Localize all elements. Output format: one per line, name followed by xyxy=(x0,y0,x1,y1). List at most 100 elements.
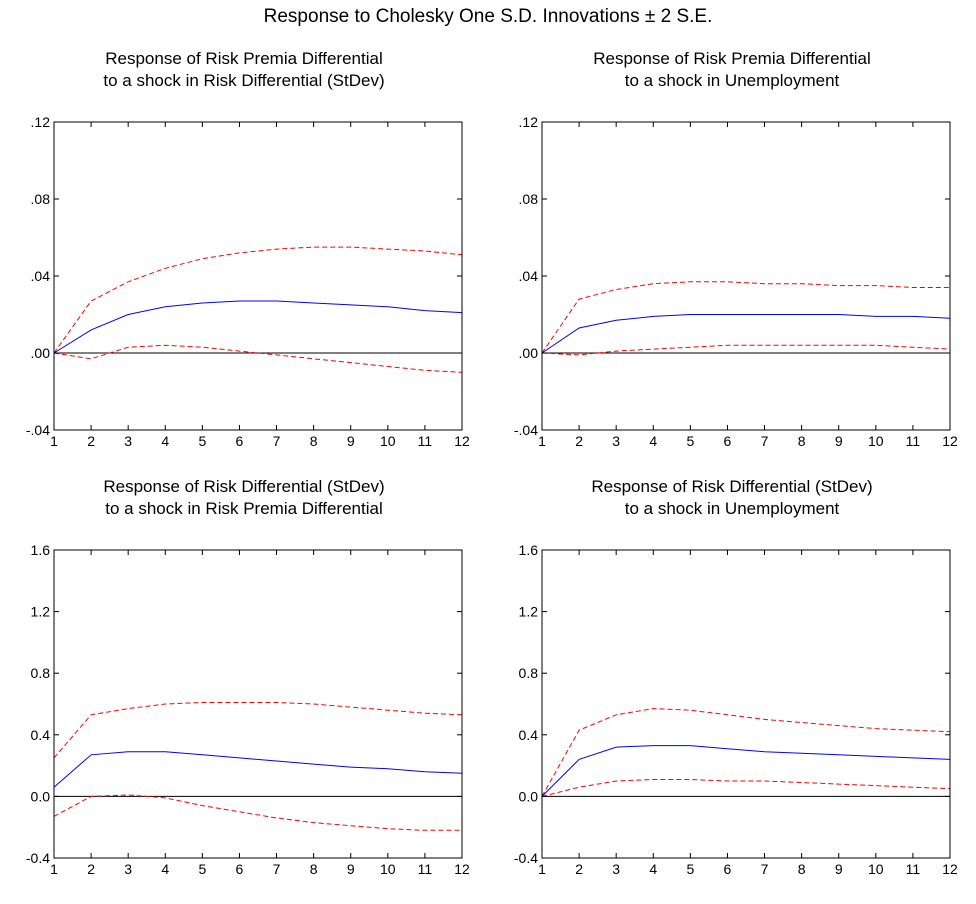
irf-panel-3: Response of Risk Differential (StDev) to… xyxy=(0,474,488,904)
x-tick-label: 11 xyxy=(418,433,433,449)
x-tick-label: 4 xyxy=(649,433,657,449)
panel-title-line-2: to a shock in Unemployment xyxy=(624,499,840,518)
y-tick-label: -.04 xyxy=(26,422,50,438)
lower-band-line xyxy=(541,344,951,356)
x-tick-label: 7 xyxy=(761,861,769,877)
figure-title: Response to Cholesky One S.D. Innovation… xyxy=(263,6,713,27)
x-tick-label: 8 xyxy=(310,433,318,449)
plot-frame xyxy=(53,549,463,859)
x-tick-label: 10 xyxy=(380,433,396,449)
y-tick-label: 0.0 xyxy=(31,788,51,804)
irf-panel-4: Response of Risk Differential (StDev) to… xyxy=(488,474,976,904)
x-tick-label: 4 xyxy=(649,861,657,877)
panel-title-line-1: Response of Risk Premia Differential xyxy=(105,49,383,68)
irf-panel-1: Response of Risk Premia Differential to … xyxy=(0,46,488,476)
x-tick-label: 4 xyxy=(161,433,169,449)
y-tick-label: .12 xyxy=(519,114,539,130)
y-tick-label: .00 xyxy=(519,345,539,361)
y-tick-label: 0.8 xyxy=(519,665,539,681)
x-tick-label: 5 xyxy=(686,861,694,877)
x-tick-label: 9 xyxy=(347,861,355,877)
y-tick-label: .08 xyxy=(31,191,51,207)
panel-title: Response of Risk Premia Differential to … xyxy=(488,48,976,92)
x-tick-label: 5 xyxy=(198,433,206,449)
x-tick-label: 3 xyxy=(612,861,620,877)
x-tick-label: 10 xyxy=(868,861,884,877)
x-tick-label: 9 xyxy=(835,861,843,877)
response-line xyxy=(541,745,951,797)
x-tick-label: 3 xyxy=(612,433,620,449)
y-tick-label: -0.4 xyxy=(514,850,538,866)
panel-title-line-1: Response of Risk Premia Differential xyxy=(593,49,871,68)
plot-frame xyxy=(53,121,463,431)
y-tick-label: 0.0 xyxy=(519,788,539,804)
x-tick-label: 8 xyxy=(310,861,318,877)
x-tick-label: 11 xyxy=(906,433,921,449)
panel-title-line-2: to a shock in Risk Differential (StDev) xyxy=(103,71,385,90)
response-line xyxy=(541,314,951,354)
x-tick-label: 3 xyxy=(124,861,132,877)
x-tick-label: 12 xyxy=(942,433,958,449)
lower-band-line xyxy=(53,794,462,831)
lower-band-line xyxy=(53,344,463,373)
x-tick-label: 4 xyxy=(161,861,169,877)
x-tick-label: 6 xyxy=(724,861,732,877)
x-tick-label: 7 xyxy=(761,433,769,449)
panel-title-line-2: to a shock in Unemployment xyxy=(624,71,840,90)
x-tick-label: 10 xyxy=(868,433,884,449)
chart-plot: -0.40.00.40.81.21.61 2 3 4 5 6 7 8 9 10 11 12 xyxy=(514,542,958,877)
x-tick-label: 6 xyxy=(236,433,244,449)
x-tick-label: 9 xyxy=(835,433,843,449)
x-tick-label: 7 xyxy=(273,861,281,877)
panel-title-line-1: Response of Risk Differential (StDev) xyxy=(591,477,873,496)
response-line xyxy=(53,300,463,354)
chart-plot: -0.40.00.40.81.21.61 2 3 4 5 6 7 8 9 10 11 12 xyxy=(26,542,470,877)
y-tick-label: .04 xyxy=(31,268,51,284)
y-tick-label: 0.4 xyxy=(31,727,51,743)
x-tick-label: 6 xyxy=(724,433,732,449)
x-tick-label: 10 xyxy=(380,861,396,877)
y-tick-label: .04 xyxy=(519,268,539,284)
x-tick-label: 12 xyxy=(942,861,958,877)
upper-band-line xyxy=(541,708,951,797)
y-tick-label: 1.2 xyxy=(31,604,51,620)
x-tick-label: 11 xyxy=(906,861,921,877)
y-tick-label: .00 xyxy=(31,345,51,361)
y-tick-label: 1.6 xyxy=(31,542,51,558)
response-line xyxy=(53,751,463,788)
x-tick-label: 6 xyxy=(236,861,244,877)
x-tick-label: 1 xyxy=(50,433,58,449)
x-tick-label: 1 xyxy=(538,861,546,877)
irf-panel-2: Response of Risk Premia Differential to … xyxy=(488,46,976,476)
plot-frame xyxy=(541,549,951,859)
upper-band-line xyxy=(541,281,950,354)
x-tick-label: 2 xyxy=(87,861,95,877)
y-tick-label: 0.8 xyxy=(31,665,51,681)
x-tick-label: 3 xyxy=(124,433,132,449)
x-tick-label: 2 xyxy=(87,433,95,449)
plot-frame xyxy=(541,121,951,431)
y-tick-label: 1.2 xyxy=(519,604,539,620)
upper-band-line xyxy=(53,702,463,759)
y-tick-label: -.04 xyxy=(514,422,538,438)
upper-band-line xyxy=(53,246,463,354)
x-tick-label: 1 xyxy=(50,861,58,877)
y-tick-label: .08 xyxy=(519,191,539,207)
panel-title: Response of Risk Premia Differential to … xyxy=(0,48,488,92)
x-tick-label: 1 xyxy=(538,433,546,449)
panel-title: Response of Risk Differential (StDev) to… xyxy=(0,476,488,520)
x-tick-label: 5 xyxy=(198,861,206,877)
y-tick-label: 0.4 xyxy=(519,727,539,743)
x-tick-label: 8 xyxy=(798,433,806,449)
x-tick-label: 7 xyxy=(273,433,281,449)
x-tick-label: 8 xyxy=(798,861,806,877)
chart-plot: -.04.00.04.08.121 2 3 4 5 6 7 8 9 10 11 12 xyxy=(514,114,958,449)
x-tick-label: 12 xyxy=(454,433,470,449)
x-tick-label: 2 xyxy=(575,861,583,877)
x-tick-label: 9 xyxy=(347,433,355,449)
y-tick-label: -0.4 xyxy=(26,850,50,866)
lower-band-line xyxy=(541,779,951,797)
chart-plot: -.04.00.04.08.121 2 3 4 5 6 7 8 9 10 11 12 xyxy=(26,114,470,449)
y-tick-label: .12 xyxy=(31,114,51,130)
y-tick-label: 1.6 xyxy=(519,542,539,558)
